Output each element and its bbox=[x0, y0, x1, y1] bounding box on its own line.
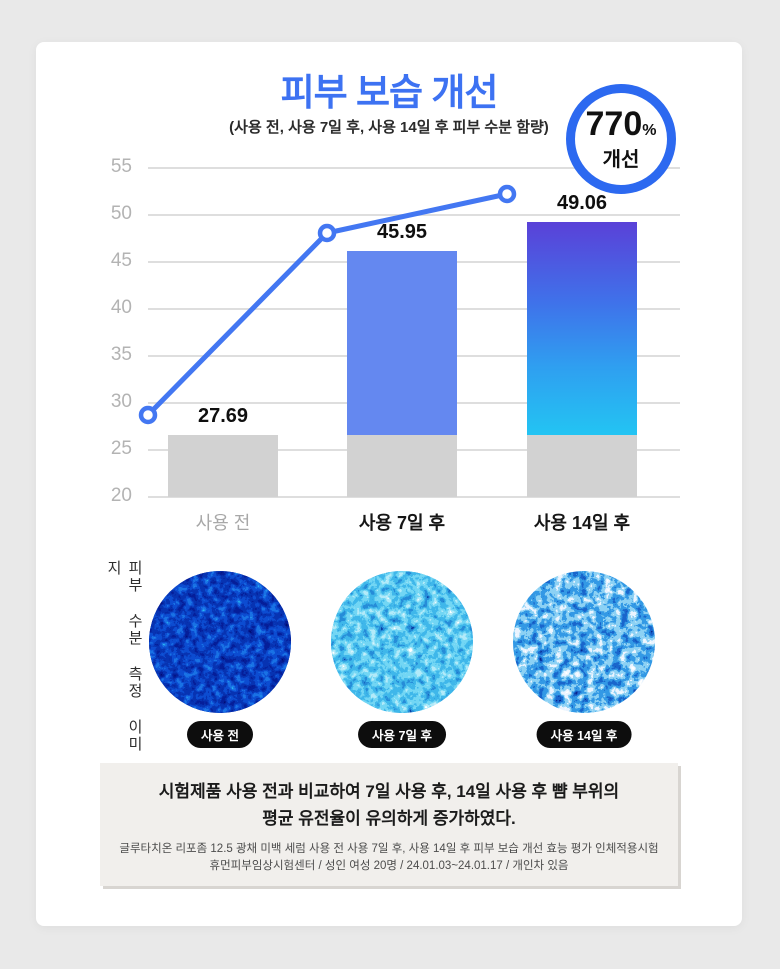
result-statement-line2: 평균 유전율이 유의하게 증가하였다. bbox=[262, 809, 516, 828]
image-label-day7: 사용 7일 후 bbox=[358, 721, 446, 748]
badge-unit: % bbox=[642, 121, 657, 139]
test-footnote-line1: 글루타치온 리포좀 12.5 광채 미백 세럼 사용 전 사용 7일 후, 사용… bbox=[119, 843, 659, 855]
x-label-day14: 사용 14일 후 bbox=[533, 513, 631, 533]
bar-day14-gradient bbox=[527, 222, 637, 435]
image-label-day14: 사용 14일 후 bbox=[536, 721, 632, 748]
image-label-before: 사용 전 bbox=[187, 721, 253, 748]
y-axis-tick: 35 bbox=[110, 344, 132, 365]
x-label-day7: 사용 7일 후 bbox=[358, 513, 446, 533]
y-axis-tick: 25 bbox=[110, 438, 132, 459]
microscopy-image-day14 bbox=[513, 571, 655, 713]
microscopy-image-day7 bbox=[331, 571, 473, 713]
vertical-axis-label: 피부 수분 측정 이미지 bbox=[105, 560, 143, 753]
bar-value-day14: 49.06 bbox=[556, 192, 608, 214]
badge-label: 개선 bbox=[602, 148, 640, 171]
y-axis-tick: 30 bbox=[110, 391, 132, 412]
microscopy-image-before bbox=[149, 571, 291, 713]
badge-value: 770% bbox=[585, 104, 657, 143]
y-axis-tick: 55 bbox=[110, 156, 132, 177]
x-label-before: 사용 전 bbox=[195, 513, 251, 533]
y-axis-tick: 45 bbox=[110, 250, 132, 271]
y-axis-tick: 20 bbox=[110, 485, 132, 506]
page-title: 피부 보습 개선 bbox=[280, 72, 499, 113]
bar-day7-blue bbox=[347, 251, 457, 435]
bar-value-day7: 45.95 bbox=[376, 221, 428, 243]
bar-day14-graybase bbox=[527, 435, 637, 497]
y-axis-tick: 50 bbox=[110, 203, 132, 224]
result-summary-box: 시험제품 사용 전과 비교하여 7일 사용 후, 14일 사용 후 뺨 부위의 … bbox=[100, 763, 678, 886]
gridline bbox=[148, 496, 680, 498]
test-footnote-line2: 휴먼피부임상시험센터 / 성인 여성 20명 / 24.01.03~24.01.… bbox=[209, 860, 569, 872]
bar-value-before: 27.69 bbox=[197, 405, 249, 427]
result-statement-line1: 시험제품 사용 전과 비교하여 7일 사용 후, 14일 사용 후 뺨 부위의 bbox=[158, 782, 620, 801]
bar-before-gray bbox=[168, 435, 278, 497]
improvement-badge: 770% 개선 bbox=[566, 84, 676, 194]
page-subtitle: (사용 전, 사용 7일 후, 사용 14일 후 피부 수분 함량) bbox=[229, 119, 549, 136]
y-axis-tick: 40 bbox=[110, 297, 132, 318]
bar-day7-graybase bbox=[347, 435, 457, 497]
gridline bbox=[148, 167, 680, 169]
